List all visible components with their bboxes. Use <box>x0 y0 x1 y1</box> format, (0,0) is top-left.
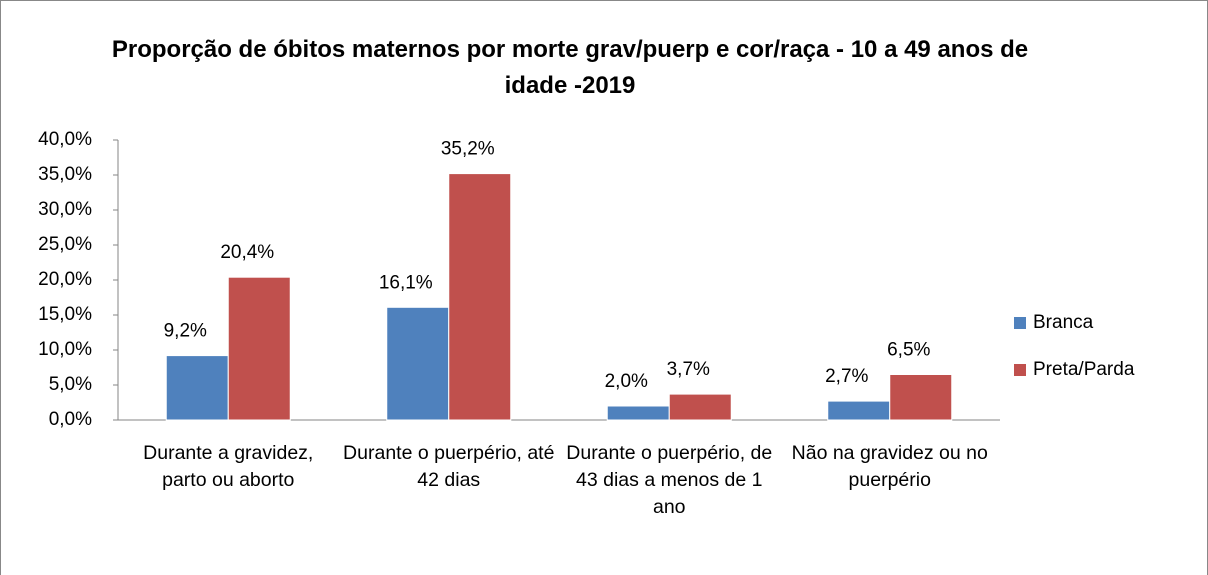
bar <box>165 355 229 421</box>
data-label: 35,2% <box>441 139 495 160</box>
data-label: 16,1% <box>379 272 433 293</box>
y-tick-label: 15,0% <box>38 304 92 325</box>
bar <box>386 306 450 421</box>
data-label: 20,4% <box>220 242 274 263</box>
y-tick-label: 35,0% <box>38 164 92 185</box>
data-label: 6,5% <box>887 340 930 361</box>
y-tick-label: 10,0% <box>38 339 92 360</box>
bar <box>668 393 732 421</box>
y-tick-label: 0,0% <box>49 409 92 430</box>
y-tick-label: 25,0% <box>38 234 92 255</box>
bar <box>606 405 670 421</box>
y-tick-label: 40,0% <box>38 129 92 150</box>
x-tick-label: Durante o puerpério, até 42 dias <box>343 442 555 491</box>
y-tick-label: 20,0% <box>38 269 92 290</box>
bar <box>827 400 891 421</box>
y-tick-label: 30,0% <box>38 199 92 220</box>
data-label: 2,7% <box>825 366 868 387</box>
data-label: 2,0% <box>605 371 648 392</box>
x-tick-label: Não na gravidez ou no puerpério <box>791 442 988 491</box>
legend-swatch <box>1014 317 1026 329</box>
legend-label: Preta/Parda <box>1033 359 1135 380</box>
y-tick-label: 5,0% <box>49 374 92 395</box>
legend-label: Branca <box>1033 312 1094 333</box>
legend-swatch <box>1014 364 1026 376</box>
chart-title: Proporção de óbitos maternos por morte g… <box>111 36 1029 99</box>
x-tick-label: Durante o puerpério, de 43 dias a menos … <box>566 442 773 518</box>
x-tick-label: Durante a gravidez, parto ou aborto <box>143 442 314 491</box>
data-label: 9,2% <box>164 321 207 342</box>
data-label: 3,7% <box>667 359 710 380</box>
bar <box>448 173 512 421</box>
bar <box>889 374 953 421</box>
bar <box>227 276 291 421</box>
